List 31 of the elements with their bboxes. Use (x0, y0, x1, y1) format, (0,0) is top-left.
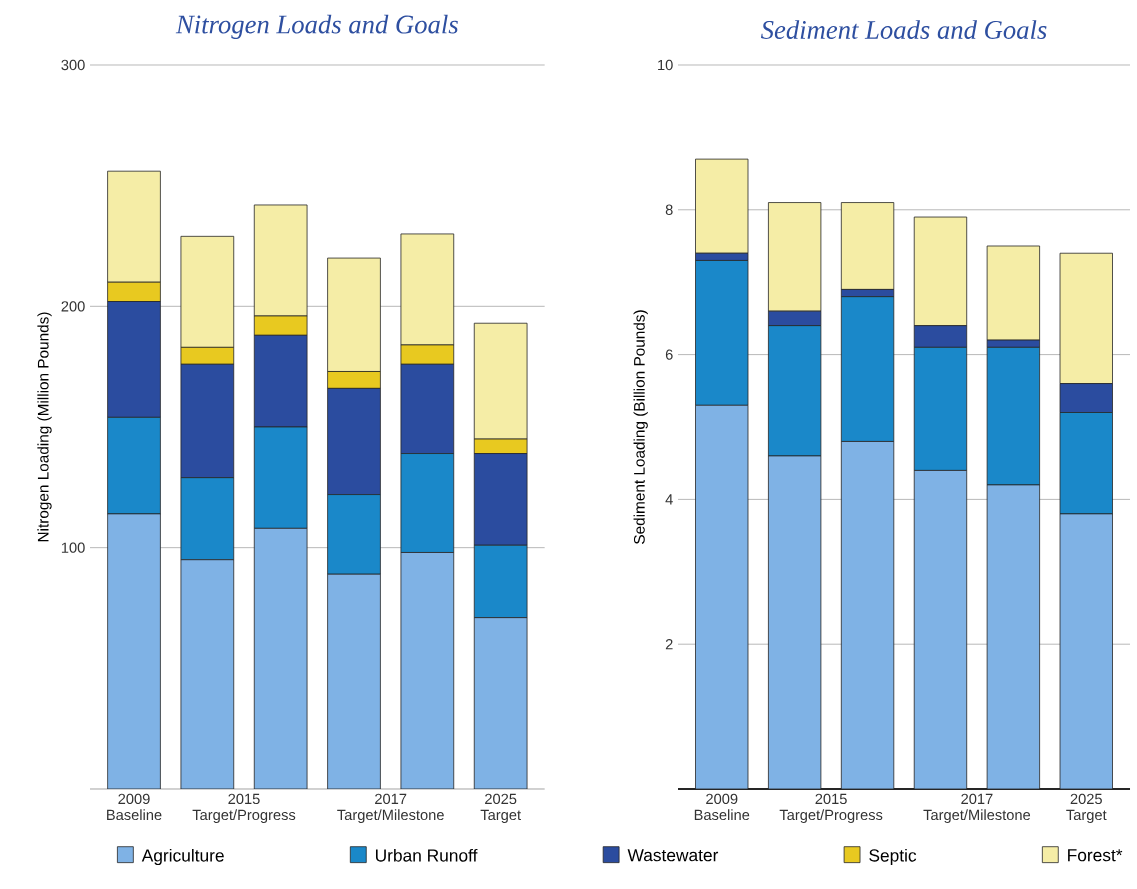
legend-label: Septic (869, 848, 917, 866)
x-tick-label: 2015 Target/Progress (779, 793, 883, 823)
x-tick-label: 2009 Baseline (107, 793, 162, 821)
y-tick-label: 2 (665, 639, 673, 650)
x-tick-label: 2017 Target/Milestone (337, 793, 444, 823)
y-tick-label: 200 (61, 301, 85, 312)
y-axis-title: Sediment Loading (Billion Pounds) (633, 310, 648, 544)
x-tick-label: 2015 Target/Progress (192, 793, 296, 823)
bar (180, 559, 235, 789)
legend-label: Urban Runoff (375, 848, 478, 862)
legend-label: Forest* (1068, 849, 1123, 862)
y-tick-label: 6 (665, 349, 673, 360)
chart-title: Sediment Loads and Goals (760, 20, 1047, 39)
y-tick-label: 8 (665, 204, 673, 215)
y-tick-label: 10 (658, 59, 673, 71)
y-axis-title: Nitrogen Loading (Million Pounds) (37, 312, 52, 542)
bar (253, 527, 308, 789)
chart-title: Nitrogen Loads and Goals (175, 14, 458, 39)
bar (400, 552, 455, 789)
bar (107, 513, 161, 789)
x-tick-label: 2017 Target/Milestone (923, 793, 1031, 823)
x-tick-label: 2025 Target (1066, 793, 1107, 823)
y-tick-label: 300 (61, 59, 85, 71)
legend-label: Agriculture (141, 848, 224, 866)
y-tick-label: 100 (61, 542, 85, 553)
legend-label: Wastewater (627, 849, 719, 862)
y-tick-label: 4 (665, 494, 673, 505)
bar (473, 617, 528, 789)
bar (327, 573, 381, 789)
x-tick-label: 2025 Target (480, 793, 521, 823)
x-tick-label: 2009 Baseline (694, 793, 750, 821)
